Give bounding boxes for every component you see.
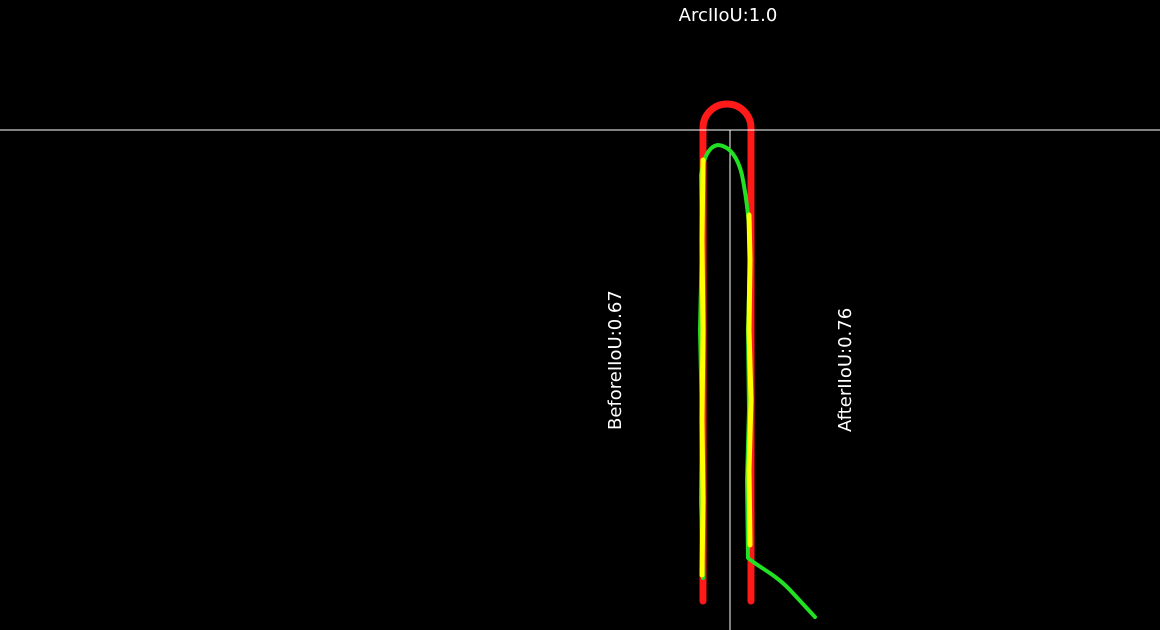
ground-truth-lane (699, 100, 755, 605)
before-prediction-lane-right (746, 212, 754, 548)
arc-iou-label: ArcIIoU:1.0 (679, 5, 778, 26)
before-iou-label: BeforeIIoU:0.67 (605, 290, 626, 430)
after-iou-label: AfterIIoU:0.76 (835, 308, 856, 432)
before-prediction-lane (699, 157, 706, 578)
